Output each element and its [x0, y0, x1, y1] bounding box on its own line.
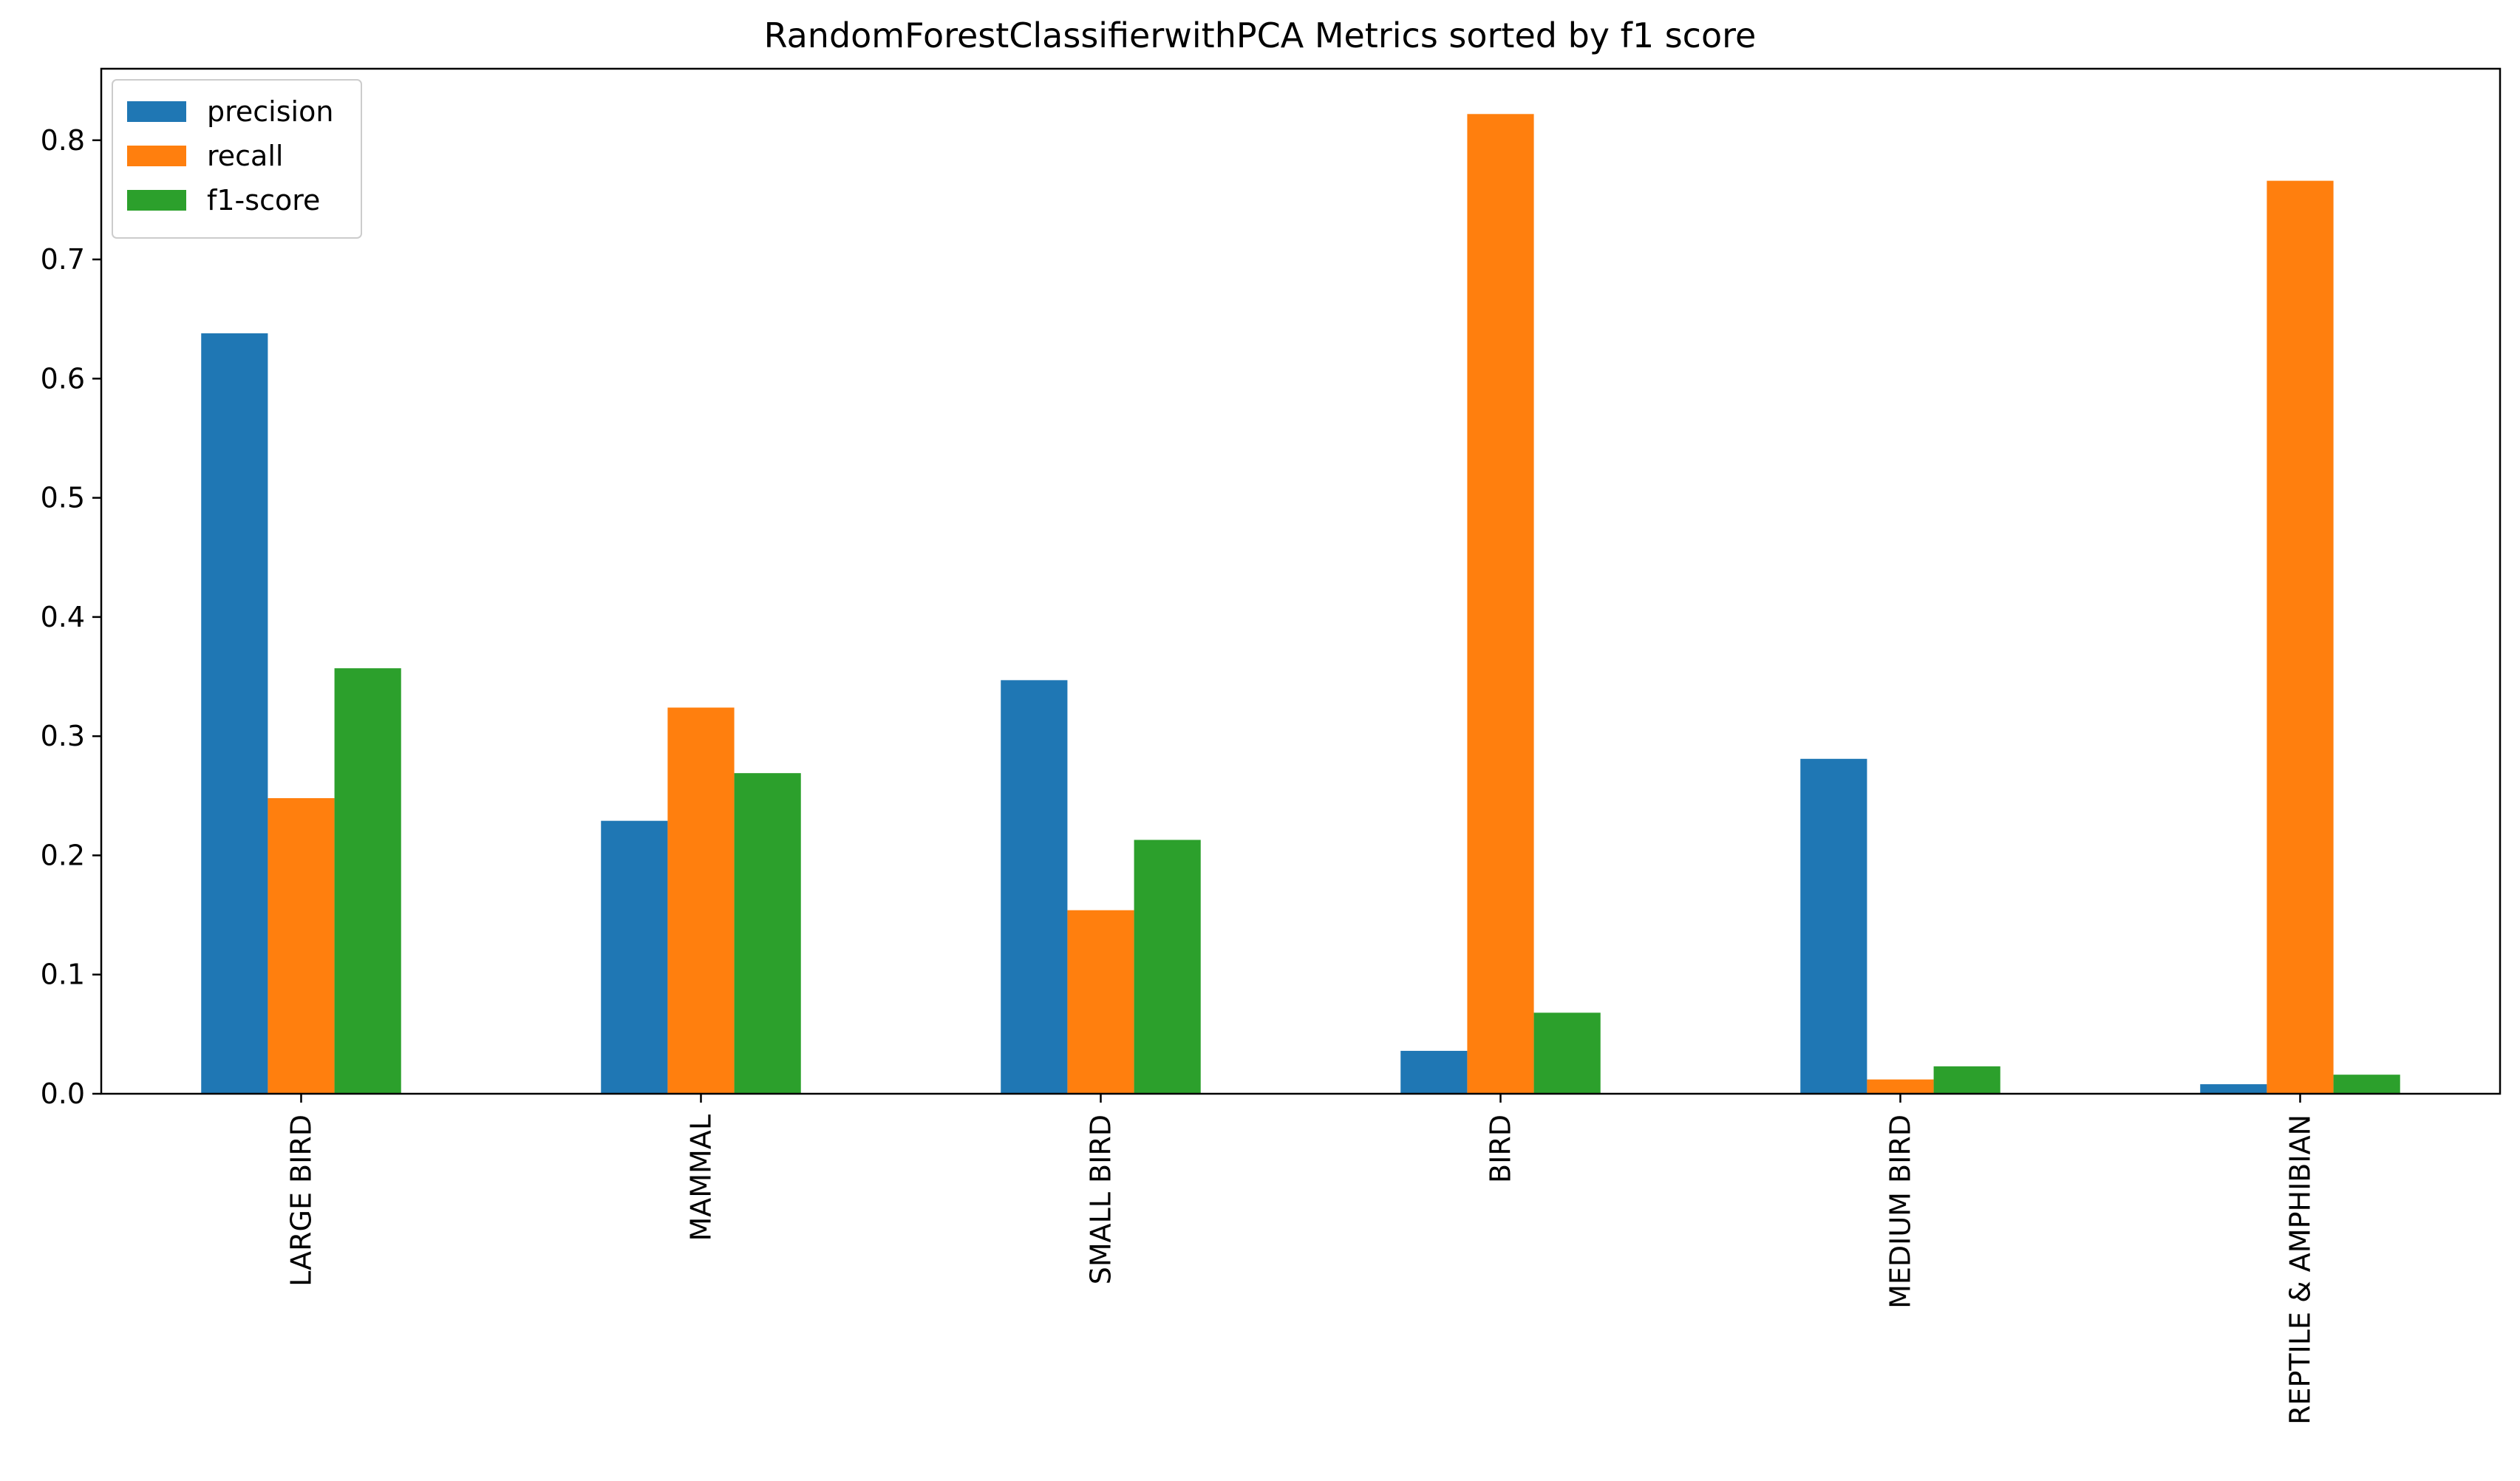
bar-f1-score-bird: [1533, 1012, 1601, 1094]
y-tick-label: 0.4: [41, 601, 85, 633]
y-tick-label: 0.6: [41, 362, 85, 395]
legend-swatch-f1-score: [127, 190, 186, 211]
bar-recall-bird: [1467, 114, 1534, 1094]
x-tick-label: SMALL BIRD: [1085, 1114, 1117, 1284]
bar-f1-score-large-bird: [334, 668, 401, 1094]
y-tick-label: 0.3: [41, 720, 85, 752]
bar-precision-large-bird: [201, 333, 268, 1094]
legend: precision recall f1-score: [112, 79, 362, 239]
x-tick-label: BIRD: [1485, 1114, 1517, 1183]
bar-recall-small-bird: [1067, 910, 1134, 1094]
plot-frame: [100, 67, 2502, 1095]
y-tick-label: 0.8: [41, 124, 85, 157]
bar-precision-bird: [1400, 1050, 1468, 1094]
y-tick-label: 0.0: [41, 1077, 85, 1110]
bar-f1-score-reptile-amphibian: [2333, 1075, 2400, 1094]
bar-precision-reptile-amphibian: [2200, 1084, 2267, 1094]
x-axis: LARGE BIRD MAMMAL SMALL BIRD BIRD MEDIUM BIR…: [285, 1094, 2317, 1425]
chart-title: RandomForestClassifierwithPCA Metrics so…: [764, 16, 1757, 55]
bar-precision-small-bird: [1001, 680, 1068, 1094]
bar-recall-reptile-amphibian: [2267, 180, 2334, 1094]
x-tick-label: MEDIUM BIRD: [1884, 1114, 1917, 1309]
legend-swatch-recall: [127, 146, 186, 166]
y-tick-label: 0.2: [41, 839, 85, 871]
legend-swatch-precision: [127, 101, 186, 122]
y-tick-label: 0.7: [41, 243, 85, 276]
y-tick-label: 0.1: [41, 959, 85, 991]
bar-recall-mammal: [667, 707, 735, 1094]
bar-recall-medium-bird: [1867, 1079, 1934, 1094]
legend-label-f1-score: f1-score: [207, 184, 320, 217]
bar-f1-score-small-bird: [1134, 840, 1201, 1094]
x-tick-label: MAMMAL: [685, 1114, 718, 1242]
x-tick-label: LARGE BIRD: [285, 1114, 318, 1287]
bars-group: [201, 114, 2400, 1094]
x-tick-label: REPTILE & AMPHIBIAN: [2284, 1114, 2317, 1425]
bar-precision-mammal: [601, 820, 668, 1094]
y-tick-label: 0.5: [41, 482, 85, 514]
bar-precision-medium-bird: [1800, 758, 1867, 1094]
bar-recall-large-bird: [268, 798, 335, 1094]
bar-f1-score-medium-bird: [1933, 1066, 2000, 1094]
legend-label-precision: precision: [207, 95, 333, 128]
legend-label-recall: recall: [207, 140, 283, 172]
y-axis: 0.0 0.1 0.2 0.3 0.4 0.5 0.6 0.7 0.8: [41, 124, 101, 1110]
bar-f1-score-mammal: [734, 773, 801, 1094]
